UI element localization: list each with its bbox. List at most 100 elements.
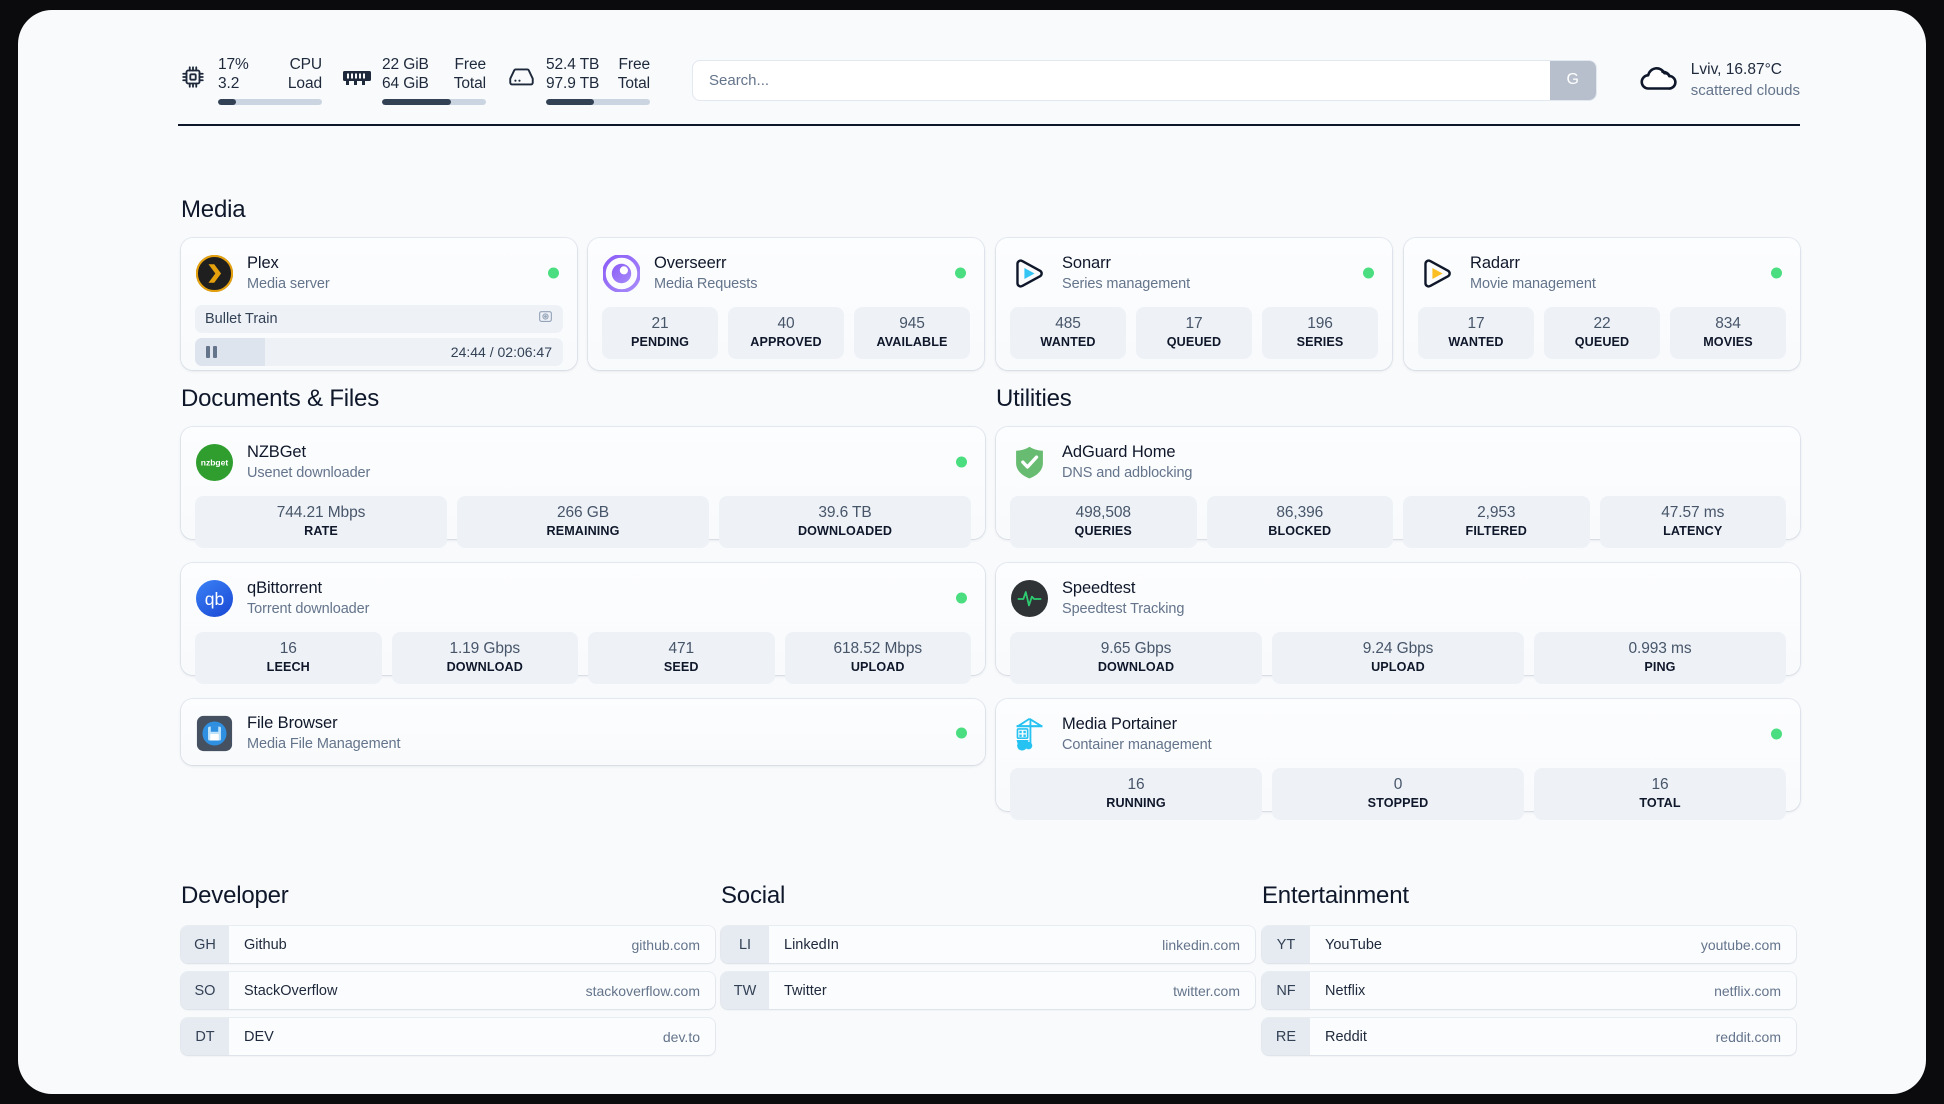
stat-label: WANTED [1040, 335, 1096, 349]
bookmark-url: github.com [631, 936, 700, 953]
service-card-adguard[interactable]: AdGuard Home DNS and adblocking 498,508 … [996, 427, 1800, 548]
media-section-title-wrap: Media [181, 196, 246, 224]
stat-label: LATENCY [1663, 524, 1723, 538]
bookmark-group-title: Social [721, 882, 786, 909]
plex-progress-row[interactable]: 24:44 / 02:06:47 [195, 338, 563, 366]
bookmark-badge: SO [181, 972, 229, 1009]
bookmark-group-title: Entertainment [1262, 882, 1409, 909]
stat-stopped: 0 STOPPED [1272, 768, 1524, 820]
cloud-icon [1635, 62, 1677, 99]
stat-label: SERIES [1296, 335, 1344, 349]
utilities-section-title: Utilities [996, 385, 1072, 412]
speedtest-name: Speedtest [1062, 578, 1136, 597]
overseerr-subtitle: Media Requests [654, 275, 758, 292]
bookmark-item-github[interactable]: GH Github github.com [181, 926, 715, 963]
bookmark-name: YouTube [1325, 936, 1382, 953]
bookmark-url: twitter.com [1173, 982, 1240, 999]
bookmark-url: stackoverflow.com [585, 982, 700, 999]
service-card-radarr[interactable]: Radarr Movie management 17 WANTED 22 QUE… [1404, 238, 1800, 370]
stat-value: 9.65 Gbps [1100, 640, 1172, 657]
plex-now-playing: Bullet Train 24:44 / 02:06:47 [195, 305, 563, 366]
filebrowser-subtitle: Media File Management [247, 735, 401, 752]
stat-label: QUERIES [1074, 524, 1132, 538]
service-card-qbittorrent[interactable]: qb qBittorrent Torrent downloader 16 LEE… [181, 563, 985, 684]
bookmark-item-netflix[interactable]: NF Netflix netflix.com [1262, 972, 1796, 1009]
bookmark-url: reddit.com [1715, 1028, 1781, 1045]
service-card-nzbget[interactable]: nzbget NZBGet Usenet downloader 744.21 M… [181, 427, 985, 548]
plex-name: Plex [247, 253, 279, 272]
stat-label: PING [1644, 660, 1676, 674]
bookmark-name: DEV [244, 1028, 274, 1045]
adguard-card-header: AdGuard Home DNS and adblocking [1010, 440, 1786, 484]
overseerr-name: Overseerr [654, 253, 727, 272]
bookmark-list: GH Github github.com SO StackOverflow st… [181, 926, 715, 1055]
overseerr-icon [602, 254, 640, 292]
stat-label: MOVIES [1703, 335, 1753, 349]
bookmark-item-reddit[interactable]: RE Reddit reddit.com [1262, 1018, 1796, 1055]
sonarr-icon [1010, 254, 1048, 292]
stat-value: 22 [1593, 315, 1611, 332]
stat-queued: 17 QUEUED [1136, 307, 1252, 359]
service-card-portainer[interactable]: Media Portainer Container management 16 … [996, 699, 1800, 820]
cpu-icon [178, 60, 208, 94]
service-card-overseerr[interactable]: Overseerr Media Requests 21 PENDING 40 A… [588, 238, 984, 370]
service-card-speedtest[interactable]: Speedtest Speedtest Tracking 9.65 Gbps D… [996, 563, 1800, 684]
stat-value: 471 [668, 640, 695, 657]
service-card-filebrowser[interactable]: File Browser Media File Management [181, 699, 985, 765]
qbittorrent-subtitle: Torrent downloader [247, 600, 370, 617]
stat-value: 21 [651, 315, 669, 332]
service-card-plex[interactable]: Plex Media server Bullet Train 24:44 / 0… [181, 238, 577, 370]
memory-label-bottom: Total [453, 75, 486, 92]
stat-blocked: 86,396 BLOCKED [1206, 496, 1393, 548]
hardware-stat-memory: 22 GiB 64 GiB Free Total [342, 55, 486, 105]
search-submit-button[interactable]: G [1549, 60, 1596, 100]
stat-value: 47.57 ms [1661, 504, 1725, 521]
bookmark-item-dev[interactable]: DT DEV dev.to [181, 1018, 715, 1055]
documents-section-title-wrap: Documents & Files [181, 385, 379, 413]
qbittorrent-card-header: qb qBittorrent Torrent downloader [195, 576, 971, 620]
stat-queued: 22 QUEUED [1544, 307, 1660, 359]
speedtest-subtitle: Speedtest Tracking [1062, 600, 1185, 617]
weather-location: Lviv, 16.87°C [1690, 61, 1782, 78]
sonarr-card-header: Sonarr Series management [1010, 251, 1378, 295]
hardware-stats: 17% 3.2 CPU Load [178, 55, 650, 105]
media-section-title: Media [181, 196, 246, 223]
bookmark-item-linkedin[interactable]: LI LinkedIn linkedin.com [721, 926, 1255, 963]
sonarr-status-dot [1363, 267, 1374, 279]
adguard-subtitle: DNS and adblocking [1062, 464, 1193, 481]
portainer-stats: 16 RUNNING 0 STOPPED 16 TOTAL [1010, 768, 1786, 820]
disk-value-bottom: 97.9 TB [546, 75, 600, 92]
plex-media-title: Bullet Train [205, 311, 278, 327]
stat-label: AVAILABLE [876, 335, 948, 349]
stat-value: 945 [899, 315, 925, 332]
stat-ping: 0.993 ms PING [1534, 632, 1786, 684]
search-bar[interactable]: G [692, 59, 1597, 101]
qbittorrent-stats: 16 LEECH 1.19 Gbps DOWNLOAD 471 SEED 618… [195, 632, 971, 684]
stat-value: 1.19 Gbps [449, 640, 521, 657]
bookmark-item-youtube[interactable]: YT YouTube youtube.com [1262, 926, 1796, 963]
search-input[interactable] [693, 60, 1550, 100]
stat-value: 16 [279, 640, 297, 657]
stat-label: UPLOAD [1371, 660, 1425, 674]
radarr-card-header: Radarr Movie management [1418, 251, 1786, 295]
bookmark-item-twitter[interactable]: TW Twitter twitter.com [721, 972, 1255, 1009]
stat-movies: 834 MOVIES [1670, 307, 1786, 359]
stat-value: 17 [1467, 315, 1485, 332]
bookmark-item-stackoverflow[interactable]: SO StackOverflow stackoverflow.com [181, 972, 715, 1009]
service-card-sonarr[interactable]: Sonarr Series management 485 WANTED 17 Q… [996, 238, 1392, 370]
filebrowser-status-dot [956, 727, 967, 739]
qbittorrent-status-dot [956, 592, 967, 604]
portainer-status-dot [1771, 728, 1782, 740]
bookmark-badge: LI [721, 926, 769, 963]
overseerr-stats: 21 PENDING 40 APPROVED 945 AVAILABLE [602, 307, 970, 359]
memory-icon [342, 60, 372, 94]
stat-total: 16 TOTAL [1534, 768, 1786, 820]
stat-value: 2,953 [1477, 504, 1516, 521]
bookmark-url: netflix.com [1714, 982, 1781, 999]
radarr-stats: 17 WANTED 22 QUEUED 834 MOVIES [1418, 307, 1786, 359]
cast-icon[interactable] [538, 309, 553, 329]
stat-upload: 9.24 Gbps UPLOAD [1272, 632, 1524, 684]
pause-icon[interactable] [206, 346, 217, 358]
portainer-card-header: Media Portainer Container management [1010, 712, 1786, 756]
memory-value-bottom: 64 GiB [382, 75, 429, 92]
